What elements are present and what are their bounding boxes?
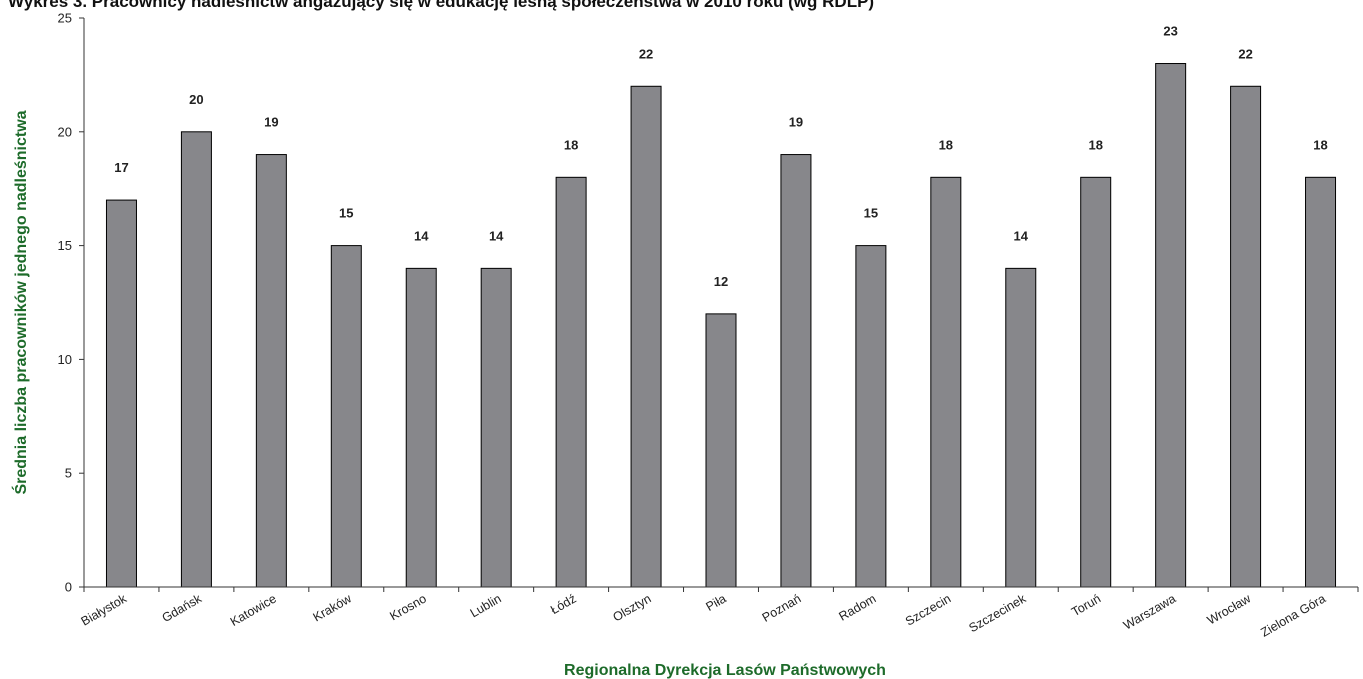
x-tick-label: Krosno	[387, 591, 428, 623]
y-axis-title: Średnia liczba pracowników jednego nadle…	[11, 110, 30, 494]
data-label: 14	[414, 228, 429, 243]
data-label: 22	[639, 46, 653, 61]
y-tick-label: 0	[65, 580, 72, 595]
bar-piła	[705, 313, 737, 588]
x-tick-label: Gdańsk	[160, 591, 205, 625]
x-tick-label: Szczecinek	[967, 591, 1029, 635]
x-axis-ticks: Białystok Gdańsk Katowice Kraków Krosno Lubli…	[79, 587, 1359, 640]
data-label: 19	[264, 115, 278, 130]
data-label: 18	[564, 137, 578, 152]
data-label: 19	[789, 115, 803, 130]
x-tick-label: Piła	[703, 591, 728, 614]
data-label: 17	[114, 160, 128, 175]
bar-białystok	[105, 199, 137, 588]
x-tick-label: Warszawa	[1121, 591, 1178, 632]
bar-olsztyn	[630, 85, 662, 588]
data-label: 22	[1238, 46, 1252, 61]
x-tick-label: Białystok	[79, 591, 130, 629]
bar-katowice	[255, 154, 287, 588]
bar-szczecinek	[1005, 267, 1037, 588]
data-label: 15	[864, 206, 878, 221]
x-tick-label: Kraków	[311, 591, 355, 624]
bar-krosno	[405, 267, 437, 588]
bar-toruń	[1080, 176, 1112, 588]
chart-title: Wykres 3. Pracownicy nadleśnictw angażuj…	[8, 0, 875, 11]
data-label: 14	[489, 228, 504, 243]
x-tick-label: Lublin	[468, 591, 504, 620]
bars-group	[105, 63, 1337, 588]
y-axis-ticks: 0 5 10 15 20 25	[58, 11, 84, 595]
bar-poznań	[780, 154, 812, 588]
x-tick-label: Toruń	[1069, 591, 1103, 619]
x-tick-label: Szczecin	[903, 591, 953, 628]
bar-szczecin	[930, 176, 962, 588]
y-tick-label: 20	[58, 124, 72, 139]
bar-radom	[855, 245, 887, 588]
data-labels-group: 17 20 19 15 14 14 18 22 12 19 15 18 14 18 23 22 18	[114, 24, 1328, 289]
data-label: 15	[339, 206, 353, 221]
bar-zielona-góra	[1305, 176, 1337, 588]
data-label: 14	[1014, 228, 1029, 243]
y-tick-label: 25	[58, 11, 72, 26]
x-tick-label: Wrocław	[1205, 591, 1254, 627]
bar-lublin	[480, 267, 512, 588]
x-tick-label: Zielona Góra	[1258, 591, 1328, 639]
data-label: 18	[939, 137, 953, 152]
x-tick-label: Katowice	[228, 591, 279, 629]
bar-gdańsk	[180, 131, 212, 588]
data-label: 18	[1088, 137, 1102, 152]
data-label: 23	[1163, 24, 1177, 39]
x-tick-label: Olsztyn	[610, 591, 653, 624]
bar-łódź	[555, 176, 587, 588]
y-tick-label: 15	[58, 238, 72, 253]
data-label: 18	[1313, 137, 1327, 152]
bar-kraków	[330, 245, 362, 588]
y-tick-label: 10	[58, 352, 72, 367]
x-tick-label: Radom	[836, 591, 878, 623]
data-label: 12	[714, 274, 728, 289]
data-label: 20	[189, 92, 203, 107]
x-axis-title: Regionalna Dyrekcja Lasów Państwowych	[564, 662, 886, 679]
x-tick-label: Łódź	[548, 591, 578, 617]
bar-warszawa	[1155, 63, 1187, 588]
x-tick-label: Poznań	[760, 591, 804, 624]
y-tick-label: 5	[65, 466, 72, 481]
bar-wrocław	[1230, 85, 1262, 588]
